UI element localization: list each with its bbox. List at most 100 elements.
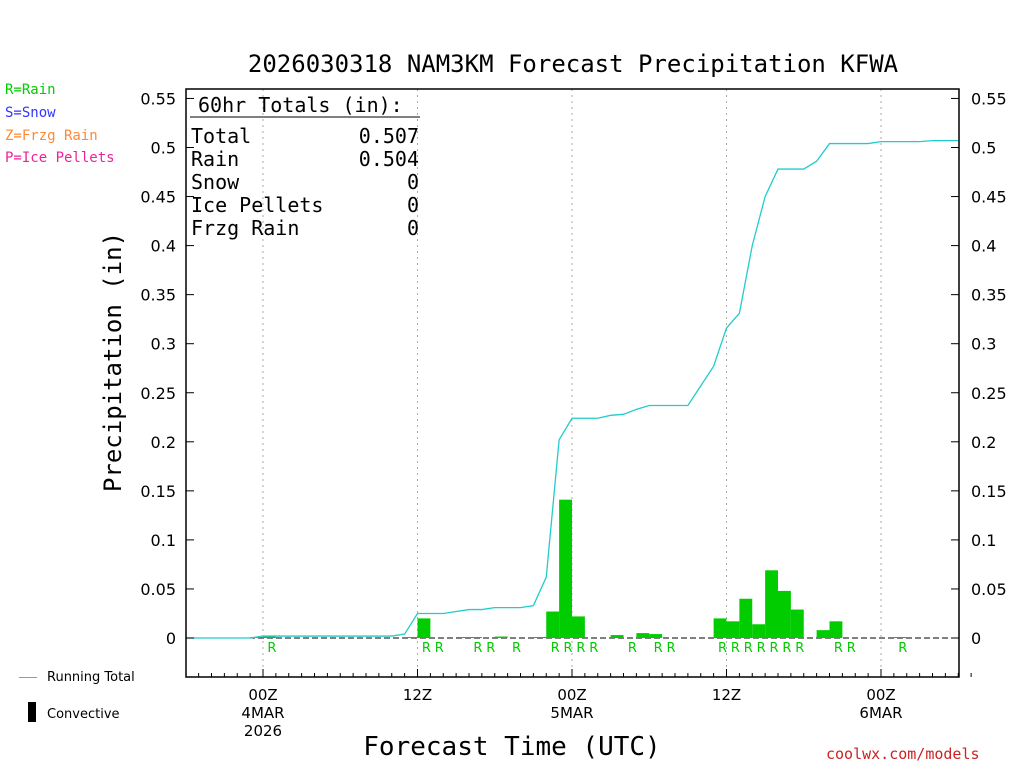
- x-tick-label: 00Z: [866, 686, 895, 704]
- rain-bar: [752, 624, 766, 638]
- rain-type-marker: R: [563, 641, 572, 656]
- legend-ice-pellets: P=Ice Pellets: [5, 150, 115, 166]
- totals-box: 60hr Totals (in): Total 0.507 Rain 0.504 Snow…: [190, 93, 420, 240]
- legend-rain: R=Rain: [5, 82, 56, 98]
- totals-row-value: 0: [407, 193, 419, 217]
- y-tick-label-right: 0: [971, 629, 981, 648]
- y-tick-label-left: 0.55: [140, 89, 176, 108]
- x-tick-label: 6MAR: [859, 704, 902, 722]
- rain-bar: [417, 618, 431, 638]
- rain-bar: [649, 634, 663, 638]
- rain-type-marker: R: [898, 641, 907, 656]
- rain-type-marker: R: [628, 641, 637, 656]
- rain-bar: [739, 598, 753, 638]
- rain-type-marker: R: [589, 641, 598, 656]
- rain-type-marker: R: [486, 641, 495, 656]
- rain-type-marker: R: [847, 641, 856, 656]
- rain-type-marker: R: [267, 641, 276, 656]
- rain-bar: [636, 633, 650, 638]
- y-tick-label-left: 0.1: [151, 531, 176, 550]
- y-tick-label-right: 0.45: [971, 188, 1007, 207]
- totals-row-label: Rain: [191, 147, 239, 171]
- totals-row-value: 0: [407, 170, 419, 194]
- y-tick-label-left: 0.3: [151, 335, 176, 354]
- rain-type-marker: R: [576, 641, 585, 656]
- y-tick-label-right: 0.2: [971, 433, 996, 452]
- axis-layer: [185, 88, 972, 678]
- totals-row-value: 0.507: [359, 124, 419, 148]
- rain-bar: [726, 621, 740, 638]
- totals-row-label: Total: [191, 124, 251, 148]
- totals-row-label: Frzg Rain: [191, 216, 299, 240]
- y-tick-label-left: 0.2: [151, 433, 176, 452]
- totals-row-value: 0.504: [359, 147, 419, 171]
- legend-freezing-rain: Z=Frzg Rain: [5, 128, 98, 144]
- rain-type-marker: R: [512, 641, 521, 656]
- x-axis-label: Forecast Time (UTC): [363, 732, 661, 762]
- y-tick-label-right: 0.3: [971, 335, 996, 354]
- rain-type-marker: R: [551, 641, 560, 656]
- y-tick-label-left: 0.4: [151, 237, 176, 256]
- y-tick-label-left: 0.5: [151, 139, 176, 158]
- totals-row-label: Snow: [191, 170, 240, 194]
- y-tick-label-left: 0.05: [140, 580, 176, 599]
- rain-bar: [790, 609, 804, 638]
- y-tick-label-left: 0: [166, 629, 176, 648]
- rain-bar: [263, 636, 276, 638]
- rain-bar: [765, 570, 778, 638]
- y-tick-label-right: 0.15: [971, 482, 1007, 501]
- rain-bar: [778, 590, 791, 638]
- rain-type-marker: R: [757, 641, 766, 656]
- rain-type-marker: R: [744, 641, 753, 656]
- rain-bar: [610, 635, 624, 638]
- x-tick-label: 4MAR: [241, 704, 284, 722]
- legend-snow: S=Snow: [5, 105, 56, 121]
- convective-legend-icon: [28, 702, 36, 722]
- line-layer: [185, 139, 959, 639]
- legend-running-total: Running Total: [47, 670, 135, 685]
- rain-bar: [456, 637, 469, 638]
- rain-bar: [533, 637, 547, 638]
- y-tick-label-left: 0.15: [140, 482, 176, 501]
- rain-type-marker: R: [795, 641, 804, 656]
- rain-bar: [829, 621, 843, 638]
- y-tick-label-left: 0.25: [140, 384, 176, 403]
- x-tick-label: 12Z: [712, 686, 741, 704]
- y-tick-label-right: 0.4: [971, 237, 996, 256]
- running-total-legend-line-icon: [19, 677, 37, 678]
- rain-bar: [546, 611, 560, 638]
- rain-bar: [404, 637, 418, 638]
- y-tick-label-right: 0.35: [971, 286, 1007, 305]
- rain-bar: [572, 616, 585, 638]
- rain-bar: [816, 630, 830, 638]
- rain-type-marker: R: [473, 641, 482, 656]
- y-tick-label-left: 0.45: [140, 188, 176, 207]
- x-tick-label: 2026: [244, 722, 282, 740]
- label-layer: 0.55 0.55 0.5 0.5 0.45 0.45 0.4 0.4 0.35 0.35 0.3 0…: [140, 89, 1006, 740]
- rain-bar: [559, 499, 572, 638]
- y-tick-label-right: 0.05: [971, 580, 1007, 599]
- x-tick-label: 12Z: [403, 686, 432, 704]
- x-tick-label: 5MAR: [550, 704, 593, 722]
- rain-type-marker: R: [666, 641, 675, 656]
- rain-type-marker: R: [422, 641, 431, 656]
- rain-type-marker: R: [435, 641, 444, 656]
- bar-layer: [250, 499, 907, 638]
- totals-row-value: 0: [407, 216, 419, 240]
- rain-type-marker: R: [782, 641, 791, 656]
- rain-type-marker: R: [654, 641, 663, 656]
- x-tick-label: 00Z: [557, 686, 586, 704]
- totals-row-label: Ice Pellets: [191, 193, 323, 217]
- totals-header: 60hr Totals (in):: [198, 93, 403, 117]
- legend-convective: Convective: [47, 707, 120, 722]
- y-tick-label-right: 0.25: [971, 384, 1007, 403]
- rain-type-marker: R: [834, 641, 843, 656]
- rain-bar: [469, 637, 482, 638]
- credit-link[interactable]: coolwx.com/models: [826, 745, 980, 763]
- running-total-line: [185, 139, 959, 639]
- x-tick-label: 00Z: [248, 686, 277, 704]
- y-tick-label-right: 0.1: [971, 531, 996, 550]
- y-tick-label-right: 0.5: [971, 139, 996, 158]
- chart-title: 2026030318 NAM3KM Forecast Precipitation…: [247, 50, 899, 78]
- rain-type-marker: R: [718, 641, 727, 656]
